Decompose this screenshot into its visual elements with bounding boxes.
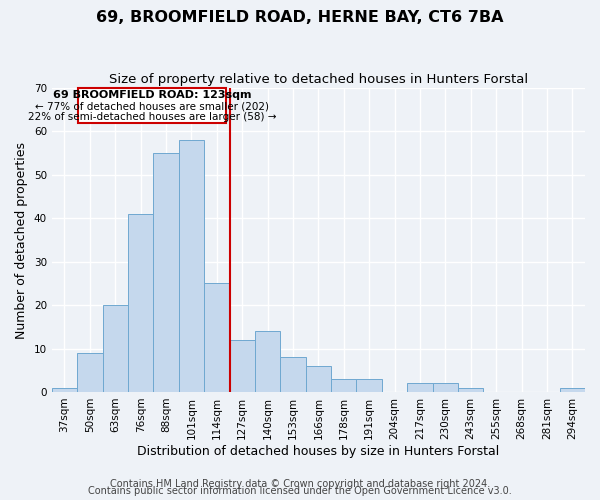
Y-axis label: Number of detached properties: Number of detached properties	[15, 142, 28, 338]
Bar	[77, 353, 103, 392]
Bar	[407, 384, 433, 392]
FancyBboxPatch shape	[79, 88, 226, 123]
Bar	[103, 305, 128, 392]
Bar	[52, 388, 77, 392]
Text: ← 77% of detached houses are smaller (202): ← 77% of detached houses are smaller (20…	[35, 101, 269, 111]
Bar	[230, 340, 255, 392]
Text: 22% of semi-detached houses are larger (58) →: 22% of semi-detached houses are larger (…	[28, 112, 277, 122]
Bar	[179, 140, 204, 392]
Bar	[331, 379, 356, 392]
Bar	[458, 388, 484, 392]
Bar	[128, 214, 154, 392]
Text: 69 BROOMFIELD ROAD: 123sqm: 69 BROOMFIELD ROAD: 123sqm	[53, 90, 251, 100]
Bar	[255, 331, 280, 392]
Bar	[560, 388, 585, 392]
Bar	[154, 153, 179, 392]
Title: Size of property relative to detached houses in Hunters Forstal: Size of property relative to detached ho…	[109, 72, 528, 86]
Text: Contains public sector information licensed under the Open Government Licence v3: Contains public sector information licen…	[88, 486, 512, 496]
Bar	[356, 379, 382, 392]
Bar	[305, 366, 331, 392]
Text: 69, BROOMFIELD ROAD, HERNE BAY, CT6 7BA: 69, BROOMFIELD ROAD, HERNE BAY, CT6 7BA	[96, 10, 504, 25]
Bar	[433, 384, 458, 392]
X-axis label: Distribution of detached houses by size in Hunters Forstal: Distribution of detached houses by size …	[137, 444, 500, 458]
Text: Contains HM Land Registry data © Crown copyright and database right 2024.: Contains HM Land Registry data © Crown c…	[110, 479, 490, 489]
Bar	[280, 357, 305, 392]
Bar	[204, 284, 230, 392]
